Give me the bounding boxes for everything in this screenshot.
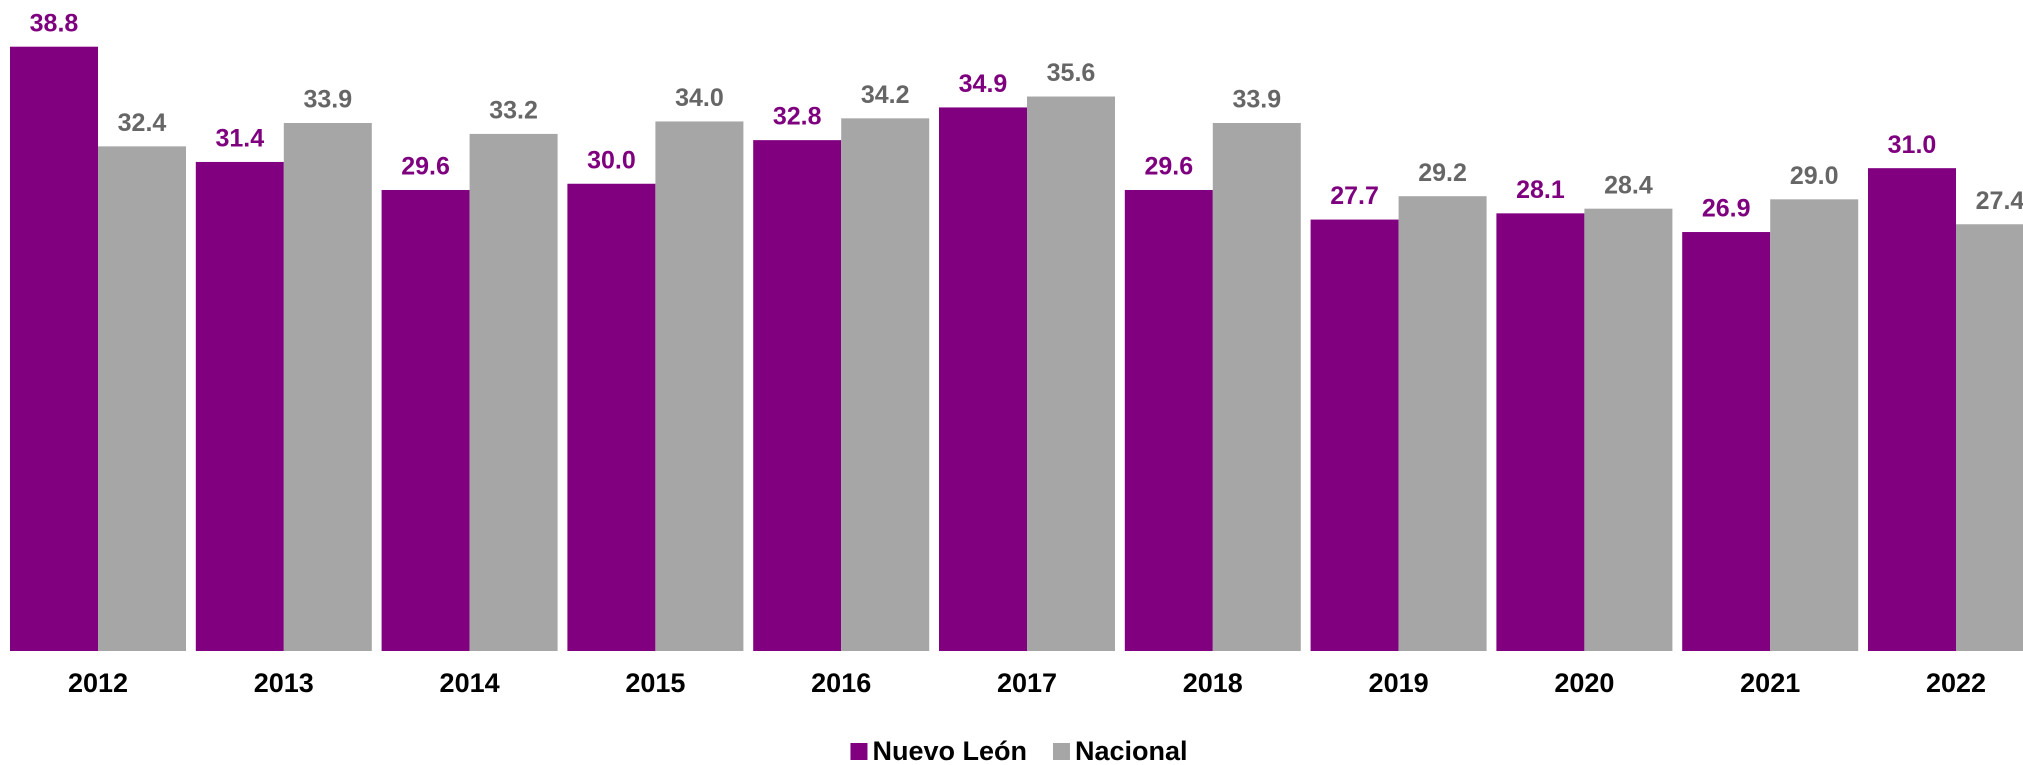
x-tick-label: 2015: [625, 668, 685, 698]
bar: [195, 161, 284, 651]
bar: [753, 140, 842, 651]
bar: [1682, 232, 1771, 651]
data-label: 34.2: [861, 81, 910, 109]
bar: [1212, 123, 1301, 651]
bar: [841, 118, 930, 651]
data-label: 35.6: [1047, 59, 1096, 87]
data-label: 30.0: [587, 146, 636, 174]
legend-marker: [1052, 743, 1070, 760]
x-tick-label: 2016: [811, 668, 871, 698]
x-tick-label: 2018: [1183, 668, 1243, 698]
bar: [381, 189, 470, 652]
data-label: 31.0: [1888, 131, 1937, 159]
data-label: 32.8: [773, 103, 822, 131]
data-label: 27.4: [1976, 187, 2023, 215]
x-tick-label: 2019: [1369, 668, 1429, 698]
x-tick-label: 2022: [1926, 668, 1986, 698]
bar: [283, 123, 372, 651]
bar: [1124, 189, 1213, 652]
bar: [10, 46, 98, 651]
data-label: 33.9: [303, 86, 352, 114]
bar: [1398, 196, 1487, 651]
data-label: 26.9: [1702, 195, 1751, 223]
data-label: 28.4: [1604, 171, 1653, 199]
bar: [1770, 199, 1859, 651]
data-label: 33.9: [1232, 86, 1281, 114]
bar: [1868, 168, 1956, 652]
data-label: 34.0: [675, 84, 724, 112]
data-label: 29.6: [401, 153, 450, 181]
legend-label: Nuevo León: [872, 736, 1027, 765]
bar: [469, 133, 558, 651]
data-label: 38.8: [30, 9, 79, 37]
data-label: 31.4: [215, 125, 264, 153]
legend-label: Nacional: [1075, 736, 1188, 765]
data-label: 34.9: [959, 70, 1008, 98]
bar: [1956, 224, 2023, 651]
data-label: 27.7: [1330, 182, 1379, 210]
data-label: 32.4: [118, 109, 167, 137]
x-tick-label: 2013: [254, 668, 314, 698]
x-tick-label: 2014: [440, 668, 500, 698]
bar: [655, 121, 744, 651]
data-label: 33.2: [489, 97, 538, 125]
bar: [1496, 213, 1585, 651]
x-tick-label: 2021: [1740, 668, 1800, 698]
legend-marker: [850, 743, 868, 760]
x-tick-label: 2012: [68, 668, 128, 698]
x-tick-label: 2020: [1554, 668, 1614, 698]
data-label: 29.2: [1418, 159, 1467, 187]
bar: [98, 146, 186, 651]
bar: [1584, 208, 1673, 652]
x-tick-label: 2017: [997, 668, 1057, 698]
data-label: 29.0: [1790, 162, 1839, 190]
bar: [567, 183, 656, 651]
data-label: 29.6: [1144, 153, 1193, 181]
bar: [939, 107, 1027, 652]
bar: [1310, 219, 1399, 651]
data-label: 28.1: [1516, 176, 1565, 204]
bar: [1027, 96, 1115, 651]
